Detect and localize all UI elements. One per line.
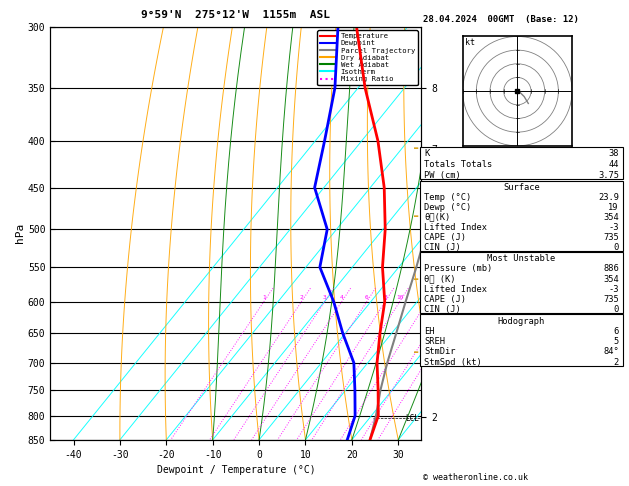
- Text: StmSpd (kt): StmSpd (kt): [424, 358, 482, 366]
- Text: -: -: [411, 273, 420, 286]
- Text: K: K: [424, 149, 429, 158]
- Text: Hodograph: Hodograph: [498, 316, 545, 326]
- Text: 354: 354: [603, 213, 619, 222]
- Text: 3: 3: [323, 295, 326, 300]
- Text: CAPE (J): CAPE (J): [424, 233, 466, 242]
- Text: -3: -3: [608, 223, 619, 232]
- Text: © weatheronline.co.uk: © weatheronline.co.uk: [423, 473, 528, 482]
- Text: 735: 735: [603, 295, 619, 304]
- Text: 735: 735: [603, 233, 619, 242]
- Legend: Temperature, Dewpoint, Parcel Trajectory, Dry Adiabat, Wet Adiabat, Isotherm, Mi: Temperature, Dewpoint, Parcel Trajectory…: [318, 30, 418, 85]
- Text: 1: 1: [262, 295, 265, 300]
- X-axis label: Dewpoint / Temperature (°C): Dewpoint / Temperature (°C): [157, 465, 315, 475]
- Text: Lifted Index: Lifted Index: [424, 223, 487, 232]
- Text: 3.75: 3.75: [598, 171, 619, 180]
- Text: -3: -3: [608, 285, 619, 294]
- Text: Pressure (mb): Pressure (mb): [424, 264, 493, 274]
- Text: 6: 6: [614, 327, 619, 336]
- Text: CIN (J): CIN (J): [424, 243, 460, 252]
- Text: PW (cm): PW (cm): [424, 171, 460, 180]
- Text: 44: 44: [608, 160, 619, 169]
- Text: LCL: LCL: [405, 414, 419, 423]
- Text: 2: 2: [299, 295, 303, 300]
- Text: -: -: [411, 346, 420, 359]
- Text: Most Unstable: Most Unstable: [487, 254, 555, 263]
- Text: 2: 2: [614, 358, 619, 366]
- Text: 84°: 84°: [603, 347, 619, 356]
- Text: 0: 0: [614, 305, 619, 314]
- Text: 886: 886: [603, 264, 619, 274]
- Text: Mixing Ratio (g/kg): Mixing Ratio (g/kg): [466, 186, 475, 281]
- Text: CIN (J): CIN (J): [424, 305, 460, 314]
- Text: kt: kt: [465, 37, 476, 47]
- Y-axis label: km
ASL: km ASL: [440, 225, 462, 242]
- Text: Lifted Index: Lifted Index: [424, 285, 487, 294]
- Text: StmDir: StmDir: [424, 347, 455, 356]
- Text: 23.9: 23.9: [598, 192, 619, 202]
- Text: θᴄ (K): θᴄ (K): [424, 275, 455, 283]
- Text: SREH: SREH: [424, 337, 445, 346]
- Text: 5: 5: [614, 337, 619, 346]
- Text: -: -: [411, 209, 420, 223]
- Text: 0: 0: [614, 243, 619, 252]
- Title: 9°59'N  275°12'W  1155m  ASL: 9°59'N 275°12'W 1155m ASL: [142, 10, 330, 20]
- Text: Dewp (°C): Dewp (°C): [424, 203, 471, 211]
- Text: 4: 4: [340, 295, 343, 300]
- Text: 19: 19: [608, 203, 619, 211]
- Text: 8: 8: [383, 295, 387, 300]
- Y-axis label: hPa: hPa: [15, 223, 25, 243]
- Text: Surface: Surface: [503, 183, 540, 191]
- Text: 38: 38: [608, 149, 619, 158]
- Text: Totals Totals: Totals Totals: [424, 160, 493, 169]
- Text: -: -: [411, 141, 420, 155]
- Text: θᴄ(K): θᴄ(K): [424, 213, 450, 222]
- Text: EH: EH: [424, 327, 435, 336]
- Text: CAPE (J): CAPE (J): [424, 295, 466, 304]
- Text: 10: 10: [396, 295, 403, 300]
- Text: 354: 354: [603, 275, 619, 283]
- Text: Temp (°C): Temp (°C): [424, 192, 471, 202]
- Text: 6: 6: [365, 295, 369, 300]
- Text: 28.04.2024  00GMT  (Base: 12): 28.04.2024 00GMT (Base: 12): [423, 15, 579, 24]
